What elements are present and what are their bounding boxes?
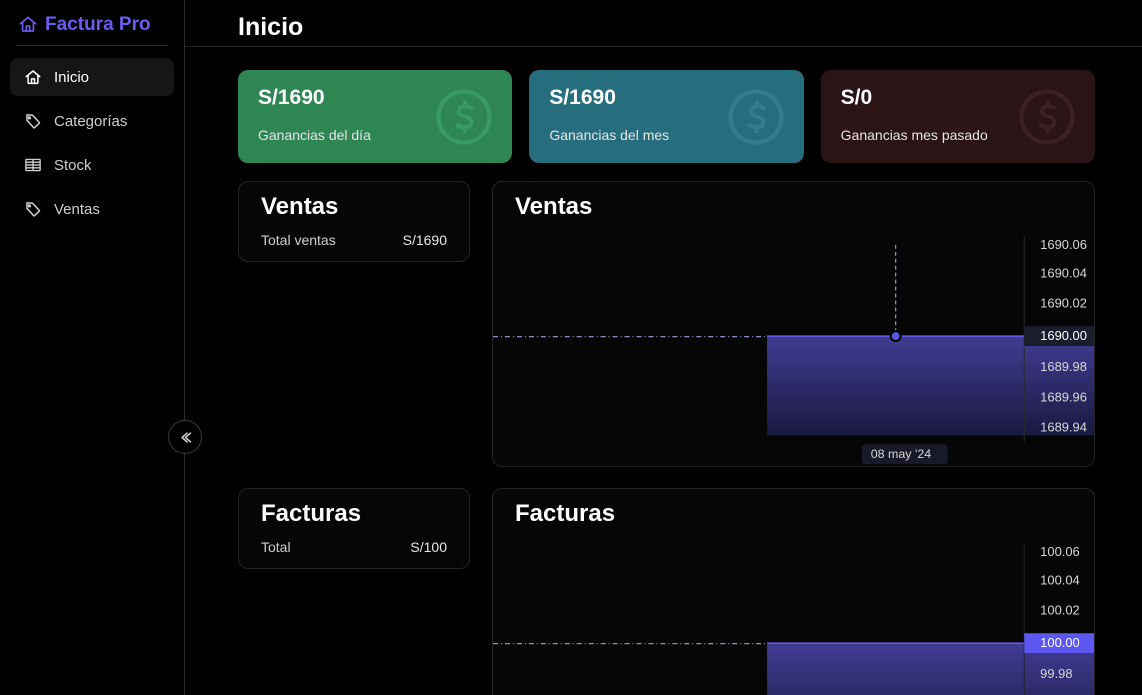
svg-text:100.04: 100.04 [1040, 573, 1080, 588]
svg-text:1689.96: 1689.96 [1040, 390, 1087, 405]
svg-text:1689.94: 1689.94 [1040, 419, 1087, 434]
svg-text:1690.04: 1690.04 [1040, 266, 1087, 281]
svg-text:100.02: 100.02 [1040, 602, 1080, 617]
svg-text:1690.02: 1690.02 [1040, 295, 1087, 310]
svg-text:99.98: 99.98 [1040, 666, 1072, 681]
svg-text:1690.06: 1690.06 [1040, 237, 1087, 252]
svg-text:1689.98: 1689.98 [1040, 359, 1087, 374]
svg-text:08 may '24: 08 may '24 [871, 447, 932, 461]
svg-text:1690.00: 1690.00 [1040, 328, 1087, 343]
svg-text:100.06: 100.06 [1040, 544, 1080, 559]
svg-text:100.00: 100.00 [1040, 635, 1080, 650]
